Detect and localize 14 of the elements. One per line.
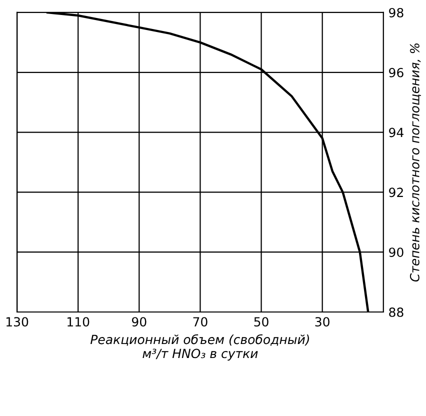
- y-tick-label: 88: [389, 307, 404, 317]
- y-tick-label: 92: [389, 188, 403, 198]
- x-tick-label: 90: [132, 317, 146, 327]
- y-tick-label: 94: [389, 128, 404, 138]
- x-tick-label: 30: [315, 317, 330, 327]
- x-axis-title: Реакционный объем (свободный) м³/т HNO₃ в сутки: [90, 334, 310, 361]
- y-axis-title: Степень кислотного поглощения, %: [410, 44, 421, 282]
- y-tick-label: 96: [389, 68, 404, 78]
- x-tick-label: 130: [6, 317, 28, 327]
- x-tick-label: 70: [193, 317, 208, 327]
- x-tick-label: 110: [68, 317, 90, 327]
- x-tick-label: 50: [254, 317, 268, 327]
- y-tick-label: 90: [389, 248, 404, 258]
- y-tick-label: 98: [389, 8, 404, 18]
